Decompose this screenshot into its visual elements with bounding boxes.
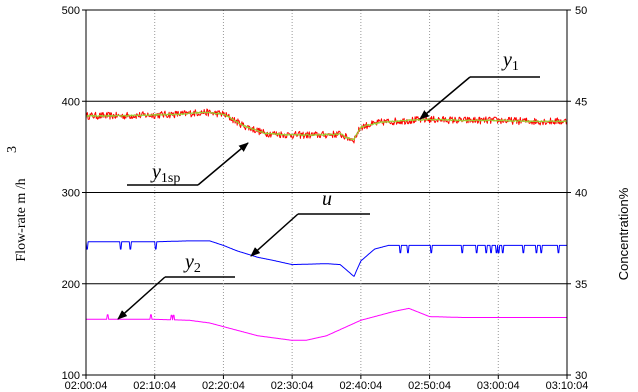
series-line-y1sp [85, 111, 568, 141]
grid [86, 10, 567, 375]
y-axis-left-label-superscript: 3 [5, 146, 20, 153]
y-left-tick-label: 200 [62, 279, 80, 291]
y-left-tick-label: 100 [62, 370, 80, 382]
y-axis-left-label: Flow-rate m /h [14, 178, 29, 261]
x-tick-label: 02:40:04 [339, 380, 382, 392]
annotation-label-y2: y2 [183, 251, 201, 276]
y-right-tick-label: 30 [575, 370, 587, 382]
annotation-arrow-y1sp [197, 142, 249, 186]
series-line-y1 [85, 108, 568, 144]
y-right-tick-label: 50 [575, 5, 587, 17]
x-tick-label: 02:20:04 [202, 380, 245, 392]
annotation-arrow-y2 [117, 276, 166, 320]
y-right-tick-label: 35 [575, 279, 587, 291]
x-tick-label: 02:50:04 [408, 380, 451, 392]
annotation-label-u: u [322, 188, 332, 210]
series-line-u [85, 240, 567, 277]
y-left-tick-label: 400 [62, 96, 80, 108]
x-tick-label: 02:30:04 [271, 380, 314, 392]
x-tick-label: 03:00:04 [477, 380, 520, 392]
x-tick-label: 03:10:04 [546, 380, 589, 392]
annotations: y1 y1sp u y2 [117, 49, 540, 320]
x-tick-label: 02:10:04 [133, 380, 176, 392]
axis-ticks: 100 200 300 400 500 30 35 40 45 50 02:00:04 02:10:0… [62, 5, 589, 392]
y-left-tick-label: 300 [62, 188, 80, 200]
y-right-tick-label: 45 [575, 96, 587, 108]
y-left-tick-label: 500 [62, 5, 80, 17]
series-line-y2 [86, 307, 567, 341]
x-tick-label: 02:00:04 [65, 380, 108, 392]
y-axis-right-label: Concentration% [616, 187, 631, 280]
annotation-arrow-u [250, 213, 299, 257]
annotation-arrow-y1 [419, 76, 471, 120]
annotation-label-y1: y1 [501, 49, 519, 74]
y-right-tick-label: 40 [575, 188, 587, 200]
series-group [85, 108, 568, 341]
annotation-label-y1sp: y1sp [150, 161, 180, 186]
